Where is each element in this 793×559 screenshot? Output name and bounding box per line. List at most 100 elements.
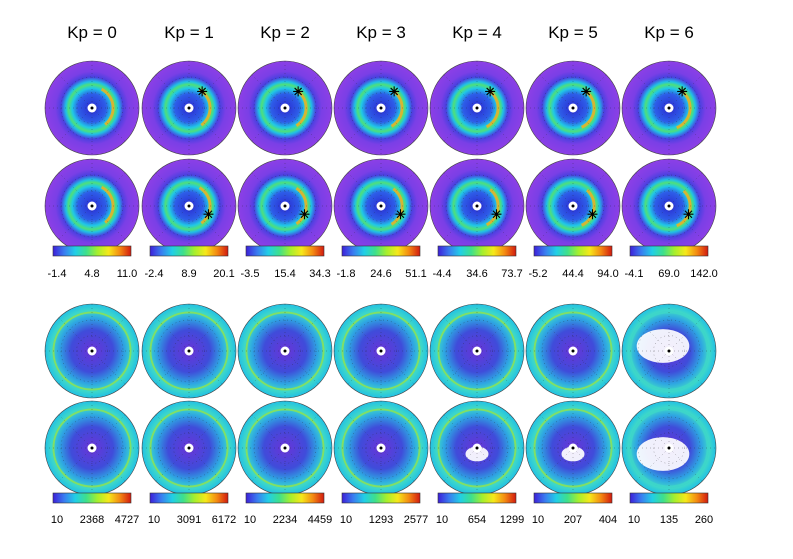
grid-circle (445, 76, 509, 140)
grid-circle (461, 335, 493, 367)
arc-mark (580, 90, 596, 129)
arc-mark (198, 186, 212, 225)
colorbar-tick-label: -3.5 (241, 268, 260, 280)
colorbar-tick-label: 10 (532, 514, 544, 526)
grid-circle (637, 76, 701, 140)
asterisk-marker (395, 209, 406, 220)
colorbar (245, 492, 325, 504)
asterisk-marker (299, 209, 310, 220)
arc-mark (100, 87, 115, 126)
column-title: Kp = 1 (164, 23, 214, 42)
grid-circle (557, 335, 589, 367)
grid-circle (157, 174, 221, 238)
center-dot (379, 204, 383, 208)
column-title: Kp = 5 (548, 23, 598, 42)
center-dot (187, 446, 191, 450)
grid-circle (557, 92, 589, 124)
center-dot (379, 106, 383, 110)
center-dot (283, 446, 287, 450)
polar-panel (333, 400, 429, 496)
grid-circle (365, 432, 397, 464)
asterisk-marker (293, 86, 304, 97)
grid-circle (173, 190, 205, 222)
grid-circle (541, 416, 605, 480)
arc-mark (485, 188, 500, 227)
grid-circle (253, 416, 317, 480)
colorbar-tick-label: 1299 (500, 514, 524, 526)
colorbar-tick-label: 1293 (369, 514, 393, 526)
colorbar-tick-label: 207 (564, 514, 582, 526)
polar-panel (333, 60, 429, 156)
grid-circle (445, 319, 509, 383)
column-title: Kp = 3 (356, 23, 406, 42)
colorbar-tick-label: 2368 (80, 514, 104, 526)
colorbar-tick-label: 8.9 (181, 268, 196, 280)
colorbar-tick-label: 654 (468, 514, 486, 526)
center-dot (187, 349, 191, 353)
colorbar-tick-label: 4727 (115, 514, 139, 526)
center-dot (667, 349, 671, 353)
polar-panel (141, 400, 237, 496)
grid-circle (60, 174, 124, 238)
polar-panel (141, 60, 237, 156)
polar-panel (525, 60, 621, 156)
colorbar (52, 492, 132, 504)
grid-circle (269, 335, 301, 367)
polar-panel (141, 158, 237, 254)
asterisk-marker (677, 86, 688, 97)
grid-circle (173, 92, 205, 124)
center-dot (187, 106, 191, 110)
colorbar-tick-label: 44.4 (562, 268, 583, 280)
column-title: Kp = 2 (260, 23, 310, 42)
colorbar-tick-label: 404 (599, 514, 617, 526)
asterisk-marker (587, 209, 598, 220)
grid-circle (461, 92, 493, 124)
grid-circle (653, 190, 685, 222)
grid-circle (60, 416, 124, 480)
grid-circle (173, 335, 205, 367)
colorbar (245, 245, 325, 257)
center-dot (90, 204, 94, 208)
colorbar (149, 245, 229, 257)
polar-panel (44, 158, 140, 254)
grid-circle (461, 190, 493, 222)
polar-panel (333, 303, 429, 399)
grid-circle (541, 174, 605, 238)
colorbar-tick-label: 51.1 (405, 268, 426, 280)
colorbar-tick-label: 3091 (177, 514, 201, 526)
center-dot (475, 204, 479, 208)
grid-circle (269, 190, 301, 222)
center-dot (667, 204, 671, 208)
polar-panel (44, 400, 140, 496)
arc-mark (390, 187, 404, 226)
colorbar (149, 492, 229, 504)
colorbar-tick-label: 260 (695, 514, 713, 526)
column-title: Kp = 4 (452, 23, 502, 42)
missing-data-patch (636, 437, 690, 471)
grid-circle (173, 432, 205, 464)
colorbar-tick-label: -5.2 (529, 268, 548, 280)
colorbar (533, 492, 613, 504)
colorbar-tick-label: 20.1 (213, 268, 234, 280)
asterisk-marker (581, 86, 592, 97)
colorbar (629, 245, 709, 257)
colorbar-tick-label: -1.8 (337, 268, 356, 280)
colorbar-tick-label: 4459 (308, 514, 332, 526)
arc-mark (676, 189, 692, 228)
colorbar-tick-label: -4.4 (433, 268, 452, 280)
grid-circle (349, 174, 413, 238)
grid-circle (445, 416, 509, 480)
asterisk-marker (683, 209, 694, 220)
grid-circle (269, 92, 301, 124)
center-dot (90, 349, 94, 353)
colorbar-tick-label: 73.7 (501, 268, 522, 280)
grid-circle (76, 190, 108, 222)
colorbar-tick-label: -4.1 (625, 268, 644, 280)
colorbar-tick-label: 10 (148, 514, 160, 526)
polar-panels (44, 60, 717, 496)
colorbar-tick-label: 94.0 (597, 268, 618, 280)
grid-circle (76, 432, 108, 464)
grid-circle (157, 416, 221, 480)
colorbar (52, 245, 132, 257)
